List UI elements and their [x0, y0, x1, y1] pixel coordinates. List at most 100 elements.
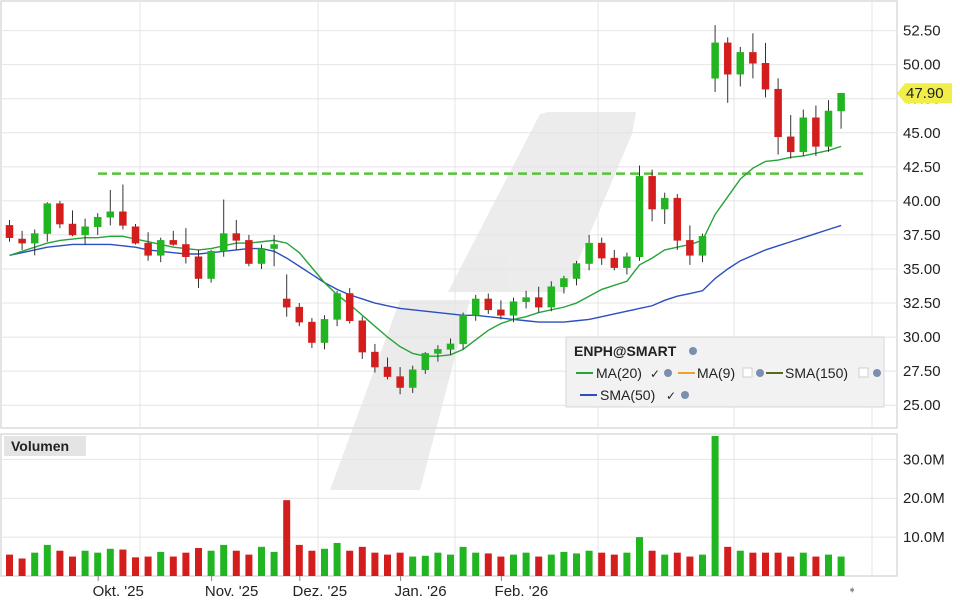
candle: [761, 42, 770, 98]
volume-bar: [157, 551, 165, 576]
candle: [257, 244, 266, 269]
watermark-logo: [330, 112, 636, 490]
volume-bar: [81, 550, 89, 576]
volume-bar: [762, 552, 769, 576]
candle: [18, 230, 26, 250]
volume-bar: [724, 546, 732, 576]
candle: [131, 224, 140, 245]
settings-icon[interactable]: [873, 369, 881, 377]
y-tick-label: 42.50: [903, 159, 941, 176]
volume-axis: 30.0M 20.0M 10.0M: [903, 451, 945, 546]
y-tick-label: 27.50: [903, 363, 941, 380]
volume-bar: [535, 556, 543, 576]
candle: [194, 249, 203, 289]
candle: [81, 218, 89, 245]
candle: [635, 165, 644, 261]
candle: [144, 232, 152, 261]
volume-bar: [497, 556, 505, 576]
checkbox-icon[interactable]: [858, 367, 869, 378]
candle: [93, 213, 102, 235]
candle: [560, 275, 568, 294]
candle: [648, 169, 656, 222]
volume-bar: [610, 554, 618, 576]
candle: [371, 343, 379, 373]
volume-bar: [711, 436, 719, 576]
legend-sma50[interactable]: SMA(50): [600, 387, 655, 403]
candle: [434, 345, 442, 362]
candle: [799, 109, 808, 156]
settings-icon[interactable]: [664, 369, 672, 377]
volume-panel: [0, 433, 898, 577]
candle: [610, 249, 619, 271]
settings-icon[interactable]: [756, 369, 764, 377]
volume-bar: [636, 537, 643, 576]
volume-bar: [560, 551, 568, 576]
x-tick-label: Nov. '25: [205, 583, 258, 600]
volume-bar: [686, 556, 694, 576]
y-tick-label: 30.00: [903, 329, 941, 346]
candle: [295, 303, 304, 327]
legend-ma9[interactable]: MA(9): [697, 365, 735, 381]
y-tick-label: 35.00: [903, 261, 941, 278]
legend-ma20[interactable]: MA(20): [596, 365, 642, 381]
candle: [119, 184, 127, 230]
legend: ENPH@SMART MA(20) ✓ MA(9) SMA(150) SMA(5…: [565, 336, 885, 408]
scroll-arrow-icon[interactable]: ➧: [848, 585, 856, 596]
check-icon[interactable]: ✓: [666, 389, 676, 403]
price-grid: [1, 30, 897, 406]
volume-bar: [144, 556, 152, 576]
volume-bar: [510, 554, 517, 576]
volume-bar: [333, 542, 341, 576]
candle: [333, 290, 341, 327]
volume-bar: [774, 552, 782, 576]
candle: [459, 312, 467, 350]
candle: [68, 210, 77, 237]
check-icon[interactable]: ✓: [650, 367, 660, 381]
y-tick-label: 40.00: [903, 193, 941, 210]
volume-bar: [459, 546, 467, 576]
candle: [43, 202, 52, 242]
volume-bar: [69, 556, 76, 576]
settings-icon[interactable]: [681, 391, 689, 399]
volume-bar: [812, 556, 820, 576]
volume-bar: [220, 544, 228, 576]
checkbox-icon[interactable]: [742, 367, 753, 378]
volume-bar: [182, 552, 190, 576]
candle: [736, 46, 745, 87]
candle: [182, 228, 190, 264]
legend-sma150[interactable]: SMA(150): [785, 365, 848, 381]
settings-icon[interactable]: [689, 347, 697, 355]
candle: [30, 229, 39, 256]
candle: [698, 233, 707, 263]
volume-bar: [18, 558, 26, 576]
last-price-tag: 47.90: [897, 83, 952, 104]
candle: [749, 33, 757, 79]
y-tick-label: 50.00: [903, 57, 941, 74]
candle: [547, 281, 556, 312]
volume-bar: [472, 552, 480, 576]
volume-bar: [598, 552, 606, 576]
candle: [509, 297, 518, 323]
x-tick-label: Jan. '26: [395, 583, 447, 600]
y-tick-label: 52.50: [903, 23, 941, 40]
volume-bar: [661, 554, 669, 576]
last-price-label: 47.90: [906, 85, 944, 102]
candle: [824, 100, 833, 152]
volume-bar: [169, 556, 177, 576]
candle: [245, 234, 253, 267]
volume-bar: [295, 544, 303, 576]
candles: [5, 25, 845, 395]
volume-bar: [232, 550, 240, 576]
volume-bar: [132, 557, 139, 576]
volume-bar: [736, 550, 744, 576]
volume-bar: [106, 548, 114, 576]
y-tick-label: 32.50: [903, 295, 941, 312]
x-tick-label: Okt. '25: [93, 583, 144, 600]
candle: [5, 219, 14, 242]
candle: [484, 293, 493, 314]
price-axis: 52.5050.0047.5045.0042.5040.0037.5035.00…: [903, 23, 941, 415]
candle: [408, 365, 417, 393]
y-tick-label: 25.00: [903, 397, 941, 414]
candle: [232, 219, 241, 250]
